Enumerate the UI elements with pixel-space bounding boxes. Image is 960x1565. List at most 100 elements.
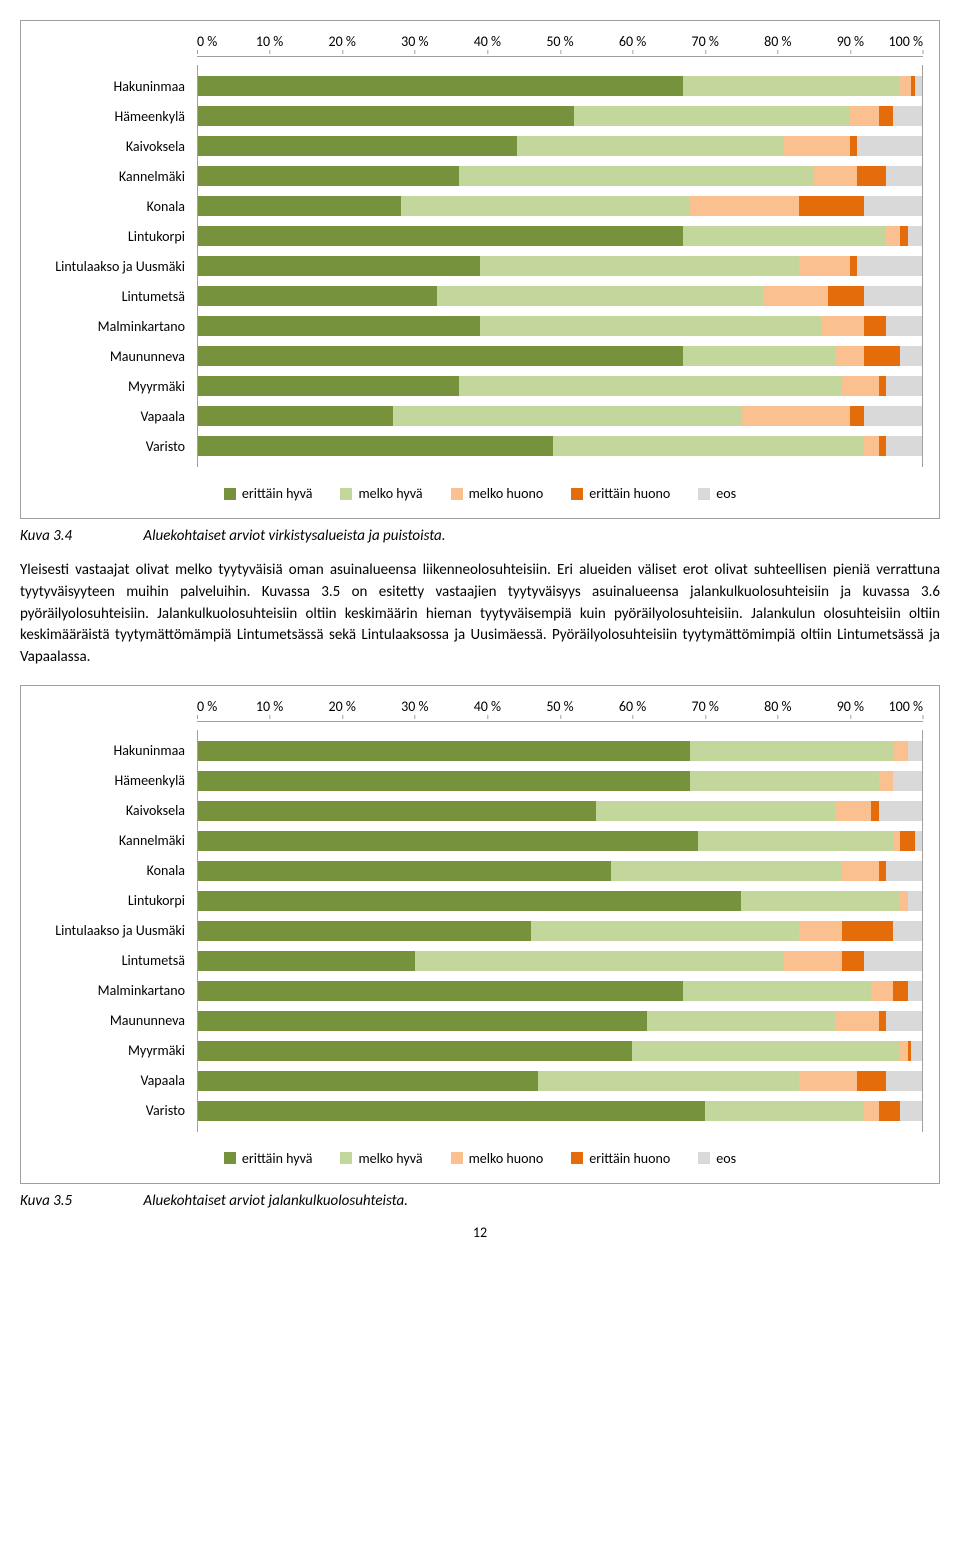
axis-tick: 50 % [546, 698, 573, 715]
bar-segment-erittain_huono [879, 106, 893, 126]
bar-segment-erittain_huono [828, 286, 864, 306]
page-number: 12 [20, 1224, 940, 1241]
axis-tick: 20 % [329, 33, 356, 50]
legend-label: melko huono [469, 485, 544, 502]
bar-track [198, 436, 922, 456]
chart1-bars: HakuninmaaHämeenkyläKaivokselaKannelmäki… [37, 65, 923, 467]
bar-segment-eos [879, 801, 922, 821]
bar-segment-melko_huono [835, 1011, 878, 1031]
legend-label: erittäin huono [589, 1150, 670, 1167]
bar-segment-erittain_hyva [198, 106, 574, 126]
bar-segment-melko_hyva [705, 1101, 864, 1121]
bar-segment-melko_hyva [459, 166, 814, 186]
bar-segment-erittain_huono [900, 831, 914, 851]
axis-tick: 60 % [619, 698, 646, 715]
bar-row [198, 1066, 922, 1096]
bar-segment-melko_hyva [683, 346, 835, 366]
bar-segment-erittain_huono [850, 406, 864, 426]
bar-row [198, 161, 922, 191]
bar-track [198, 76, 922, 96]
bar-segment-erittain_hyva [198, 406, 393, 426]
bar-segment-melko_hyva [480, 256, 799, 276]
bar-segment-erittain_huono [879, 376, 886, 396]
chart2-legend: erittäin hyvämelko hyvämelko huonoerittä… [37, 1150, 923, 1167]
bar-segment-erittain_hyva [198, 436, 553, 456]
bar-segment-erittain_huono [864, 346, 900, 366]
bar-track [198, 1071, 922, 1091]
bar-segment-erittain_hyva [198, 316, 480, 336]
bar-track [198, 951, 922, 971]
bar-segment-melko_huono [741, 406, 850, 426]
bar-segment-melko_hyva [459, 376, 843, 396]
chart2-bars: HakuninmaaHämeenkyläKaivokselaKannelmäki… [37, 730, 923, 1132]
bar-track [198, 256, 922, 276]
bar-segment-melko_hyva [531, 921, 799, 941]
bar-segment-erittain_hyva [198, 1011, 647, 1031]
bar-track [198, 166, 922, 186]
bar-row [198, 1036, 922, 1066]
category-label: Lintumetsä [37, 281, 197, 311]
bar-segment-melko_hyva [480, 316, 820, 336]
bar-track [198, 286, 922, 306]
bar-segment-melko_huono [900, 76, 911, 96]
bar-segment-eos [886, 316, 922, 336]
bar-track [198, 226, 922, 246]
bar-segment-eos [857, 136, 922, 156]
chart1-plot: 0 %10 %20 %30 %40 %50 %60 %70 %80 %90 %1… [37, 33, 923, 467]
bar-segment-melko_huono [690, 196, 799, 216]
chart1-legend: erittäin hyvämelko hyvämelko huonoerittä… [37, 485, 923, 502]
bar-track [198, 316, 922, 336]
legend-swatch [340, 488, 352, 500]
axis-tick: 20 % [329, 698, 356, 715]
bar-segment-erittain_huono [871, 801, 878, 821]
bar-track [198, 346, 922, 366]
bar-segment-erittain_hyva [198, 1071, 538, 1091]
bar-row [198, 371, 922, 401]
axis-tick: 30 % [401, 33, 428, 50]
bar-track [198, 831, 922, 851]
bar-segment-melko_huono [784, 951, 842, 971]
bar-segment-erittain_hyva [198, 76, 683, 96]
bar-segment-melko_huono [821, 316, 864, 336]
category-label: Maununneva [37, 1006, 197, 1036]
chart-virkistysalueet: 0 %10 %20 %30 %40 %50 %60 %70 %80 %90 %1… [20, 20, 940, 519]
legend-label: erittäin hyvä [242, 1150, 313, 1167]
bar-segment-erittain_hyva [198, 226, 683, 246]
category-label: Hämeenkylä [37, 101, 197, 131]
bar-segment-erittain_hyva [198, 376, 459, 396]
legend-label: melko huono [469, 1150, 544, 1167]
bar-segment-erittain_hyva [198, 951, 415, 971]
category-label: Konala [37, 856, 197, 886]
axis-tick: 40 % [474, 33, 501, 50]
legend-label: erittäin hyvä [242, 485, 313, 502]
legend-swatch [698, 1152, 710, 1164]
bar-segment-melko_huono [864, 1101, 878, 1121]
bar-row [198, 71, 922, 101]
axis-tick: 90 % [837, 698, 864, 715]
bar-track [198, 921, 922, 941]
bar-segment-eos [908, 981, 922, 1001]
axis-tick: 30 % [401, 698, 428, 715]
axis-tick: 100 % [889, 698, 923, 715]
axis-tick: 0 % [197, 33, 217, 50]
bar-row [198, 191, 922, 221]
chart2-plot: 0 %10 %20 %30 %40 %50 %60 %70 %80 %90 %1… [37, 698, 923, 1132]
bar-segment-erittain_hyva [198, 136, 517, 156]
category-label: Myyrmäki [37, 371, 197, 401]
bar-segment-eos [900, 1101, 922, 1121]
category-label: Lintulaakso ja Uusmäki [37, 916, 197, 946]
legend-item: erittäin hyvä [224, 485, 313, 502]
bar-segment-melko_hyva [517, 136, 785, 156]
bar-track [198, 861, 922, 881]
bar-segment-melko_hyva [401, 196, 691, 216]
bar-segment-erittain_huono [864, 316, 886, 336]
bar-segment-erittain_hyva [198, 1101, 705, 1121]
bar-segment-eos [857, 256, 922, 276]
bar-segment-eos [893, 771, 922, 791]
axis-tick: 10 % [256, 698, 283, 715]
category-label: Myyrmäki [37, 1036, 197, 1066]
caption-3-5: Kuva 3.5 Aluekohtaiset arviot jalankulku… [20, 1192, 940, 1210]
bar-track [198, 1011, 922, 1031]
bar-row [198, 341, 922, 371]
bar-row [198, 251, 922, 281]
